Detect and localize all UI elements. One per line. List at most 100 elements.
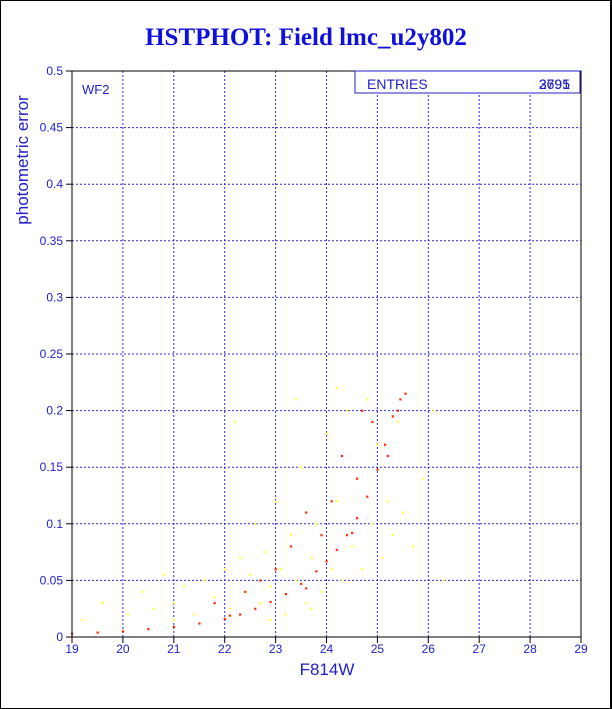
x-tick-label: 23 [269, 642, 283, 656]
data-point [412, 545, 415, 548]
page-title: HSTPHOT: Field lmc_u2y802 [145, 24, 467, 51]
data-point [96, 631, 99, 634]
panel-label: WF2 [82, 82, 109, 97]
data-point [223, 617, 226, 621]
y-tick-label: 0.45 [40, 121, 64, 135]
data-point [351, 545, 354, 548]
data-point [269, 619, 272, 622]
grid [72, 71, 581, 637]
data-point [330, 500, 333, 503]
y-tick-label: 0.35 [40, 234, 64, 248]
data-point [310, 607, 313, 610]
data-point [239, 556, 242, 559]
data-point [198, 622, 201, 625]
data-point [269, 600, 272, 604]
y-tick-label: 0.4 [46, 177, 63, 191]
x-tick-label: 25 [371, 642, 385, 656]
y-tick-label: 0.05 [40, 573, 64, 587]
stats-value: 3791 [539, 76, 570, 92]
stats-box: ENTRIES 3791 2695 [354, 70, 581, 94]
data-point [386, 454, 389, 458]
data-point [366, 398, 369, 401]
x-tick-label: 29 [574, 642, 588, 656]
y-tick-label: 0.25 [40, 347, 64, 361]
data-point [274, 500, 277, 503]
data-point [361, 409, 364, 412]
data-point [269, 585, 272, 588]
data-point [274, 568, 277, 571]
data-point [391, 415, 394, 418]
data-point [228, 614, 231, 617]
y-tick-label: 0.1 [46, 517, 63, 531]
data-point [345, 409, 349, 412]
data-point [305, 587, 308, 590]
data-point [404, 392, 407, 395]
data-point [223, 568, 226, 571]
data-point [162, 573, 165, 576]
y-tick-label: 0 [56, 630, 63, 644]
data-point [213, 596, 216, 599]
data-point [351, 531, 354, 535]
data-point [396, 409, 399, 412]
data-point [356, 517, 359, 520]
data-point [101, 602, 104, 605]
data-point [254, 607, 257, 610]
data-point [305, 511, 308, 514]
data-point [320, 590, 323, 593]
data-point [142, 590, 145, 593]
data-point [203, 579, 206, 582]
stats-value: 2695 [539, 76, 570, 92]
data-point [172, 602, 175, 605]
data-point [81, 619, 84, 622]
data-point [300, 466, 303, 469]
y-tick-label: 0.2 [46, 404, 63, 418]
data-point [284, 613, 287, 616]
data-point [183, 585, 186, 588]
data-point [233, 420, 237, 424]
data-point [396, 420, 399, 424]
stats-label: ENTRIES [367, 76, 428, 92]
y-tick-label: 0.3 [46, 290, 63, 304]
data-point [335, 387, 338, 390]
data-points [71, 387, 445, 635]
x-tick-label: 22 [218, 642, 232, 656]
x-tick-label: 24 [320, 642, 334, 656]
data-point [371, 522, 374, 525]
data-point [384, 443, 387, 446]
data-point [325, 560, 328, 563]
data-point [361, 568, 364, 571]
data-point [335, 500, 338, 503]
data-point [228, 607, 231, 610]
x-tick-label: 21 [167, 642, 181, 656]
data-point [121, 630, 125, 633]
data-point [289, 545, 293, 548]
y-tick-label: 0.15 [40, 460, 64, 474]
data-point [391, 534, 394, 537]
data-point [254, 522, 257, 525]
data-point [310, 556, 313, 559]
data-point [356, 477, 359, 480]
data-point [295, 579, 298, 582]
x-tick-label: 20 [116, 642, 130, 656]
data-point [305, 602, 308, 605]
data-point [399, 398, 402, 401]
data-point [127, 613, 130, 616]
axis-ticks: 19 20 21 22 23 24 25 26 27 28 29 0 0.05 0.1 0.15 0.2 0.2… [40, 64, 588, 656]
data-point [366, 495, 369, 498]
data-point [289, 534, 293, 537]
data-point [325, 432, 328, 435]
data-point [300, 582, 303, 585]
data-point [376, 468, 379, 471]
data-point [315, 570, 318, 573]
y-axis-label: photometric error [13, 95, 32, 225]
x-axis-label: F814W [300, 660, 355, 679]
x-tick-label: 19 [65, 642, 79, 656]
data-point [340, 454, 343, 458]
data-point [320, 534, 323, 537]
x-tick-label: 27 [473, 642, 487, 656]
data-point [422, 477, 425, 480]
data-point [386, 500, 389, 503]
data-point [376, 443, 379, 446]
data-point [213, 602, 216, 605]
